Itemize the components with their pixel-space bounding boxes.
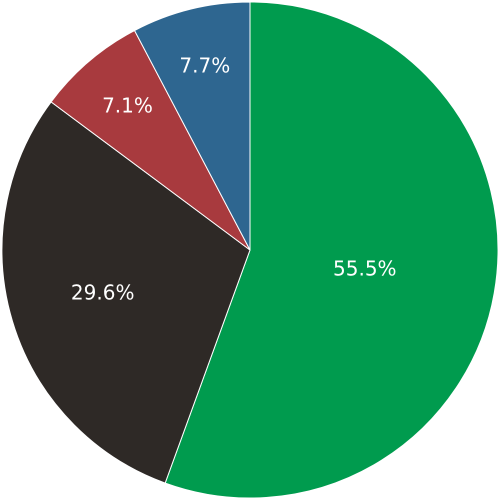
data-label: 7.1% xyxy=(102,93,153,117)
data-label: 55.5% xyxy=(333,257,397,281)
data-label: 7.7% xyxy=(179,54,230,78)
pie-slice xyxy=(1,101,251,484)
data-label: 29.6% xyxy=(71,281,135,305)
pie-slice xyxy=(133,1,251,251)
pie-slice xyxy=(50,29,251,251)
pie-slice xyxy=(164,1,499,499)
